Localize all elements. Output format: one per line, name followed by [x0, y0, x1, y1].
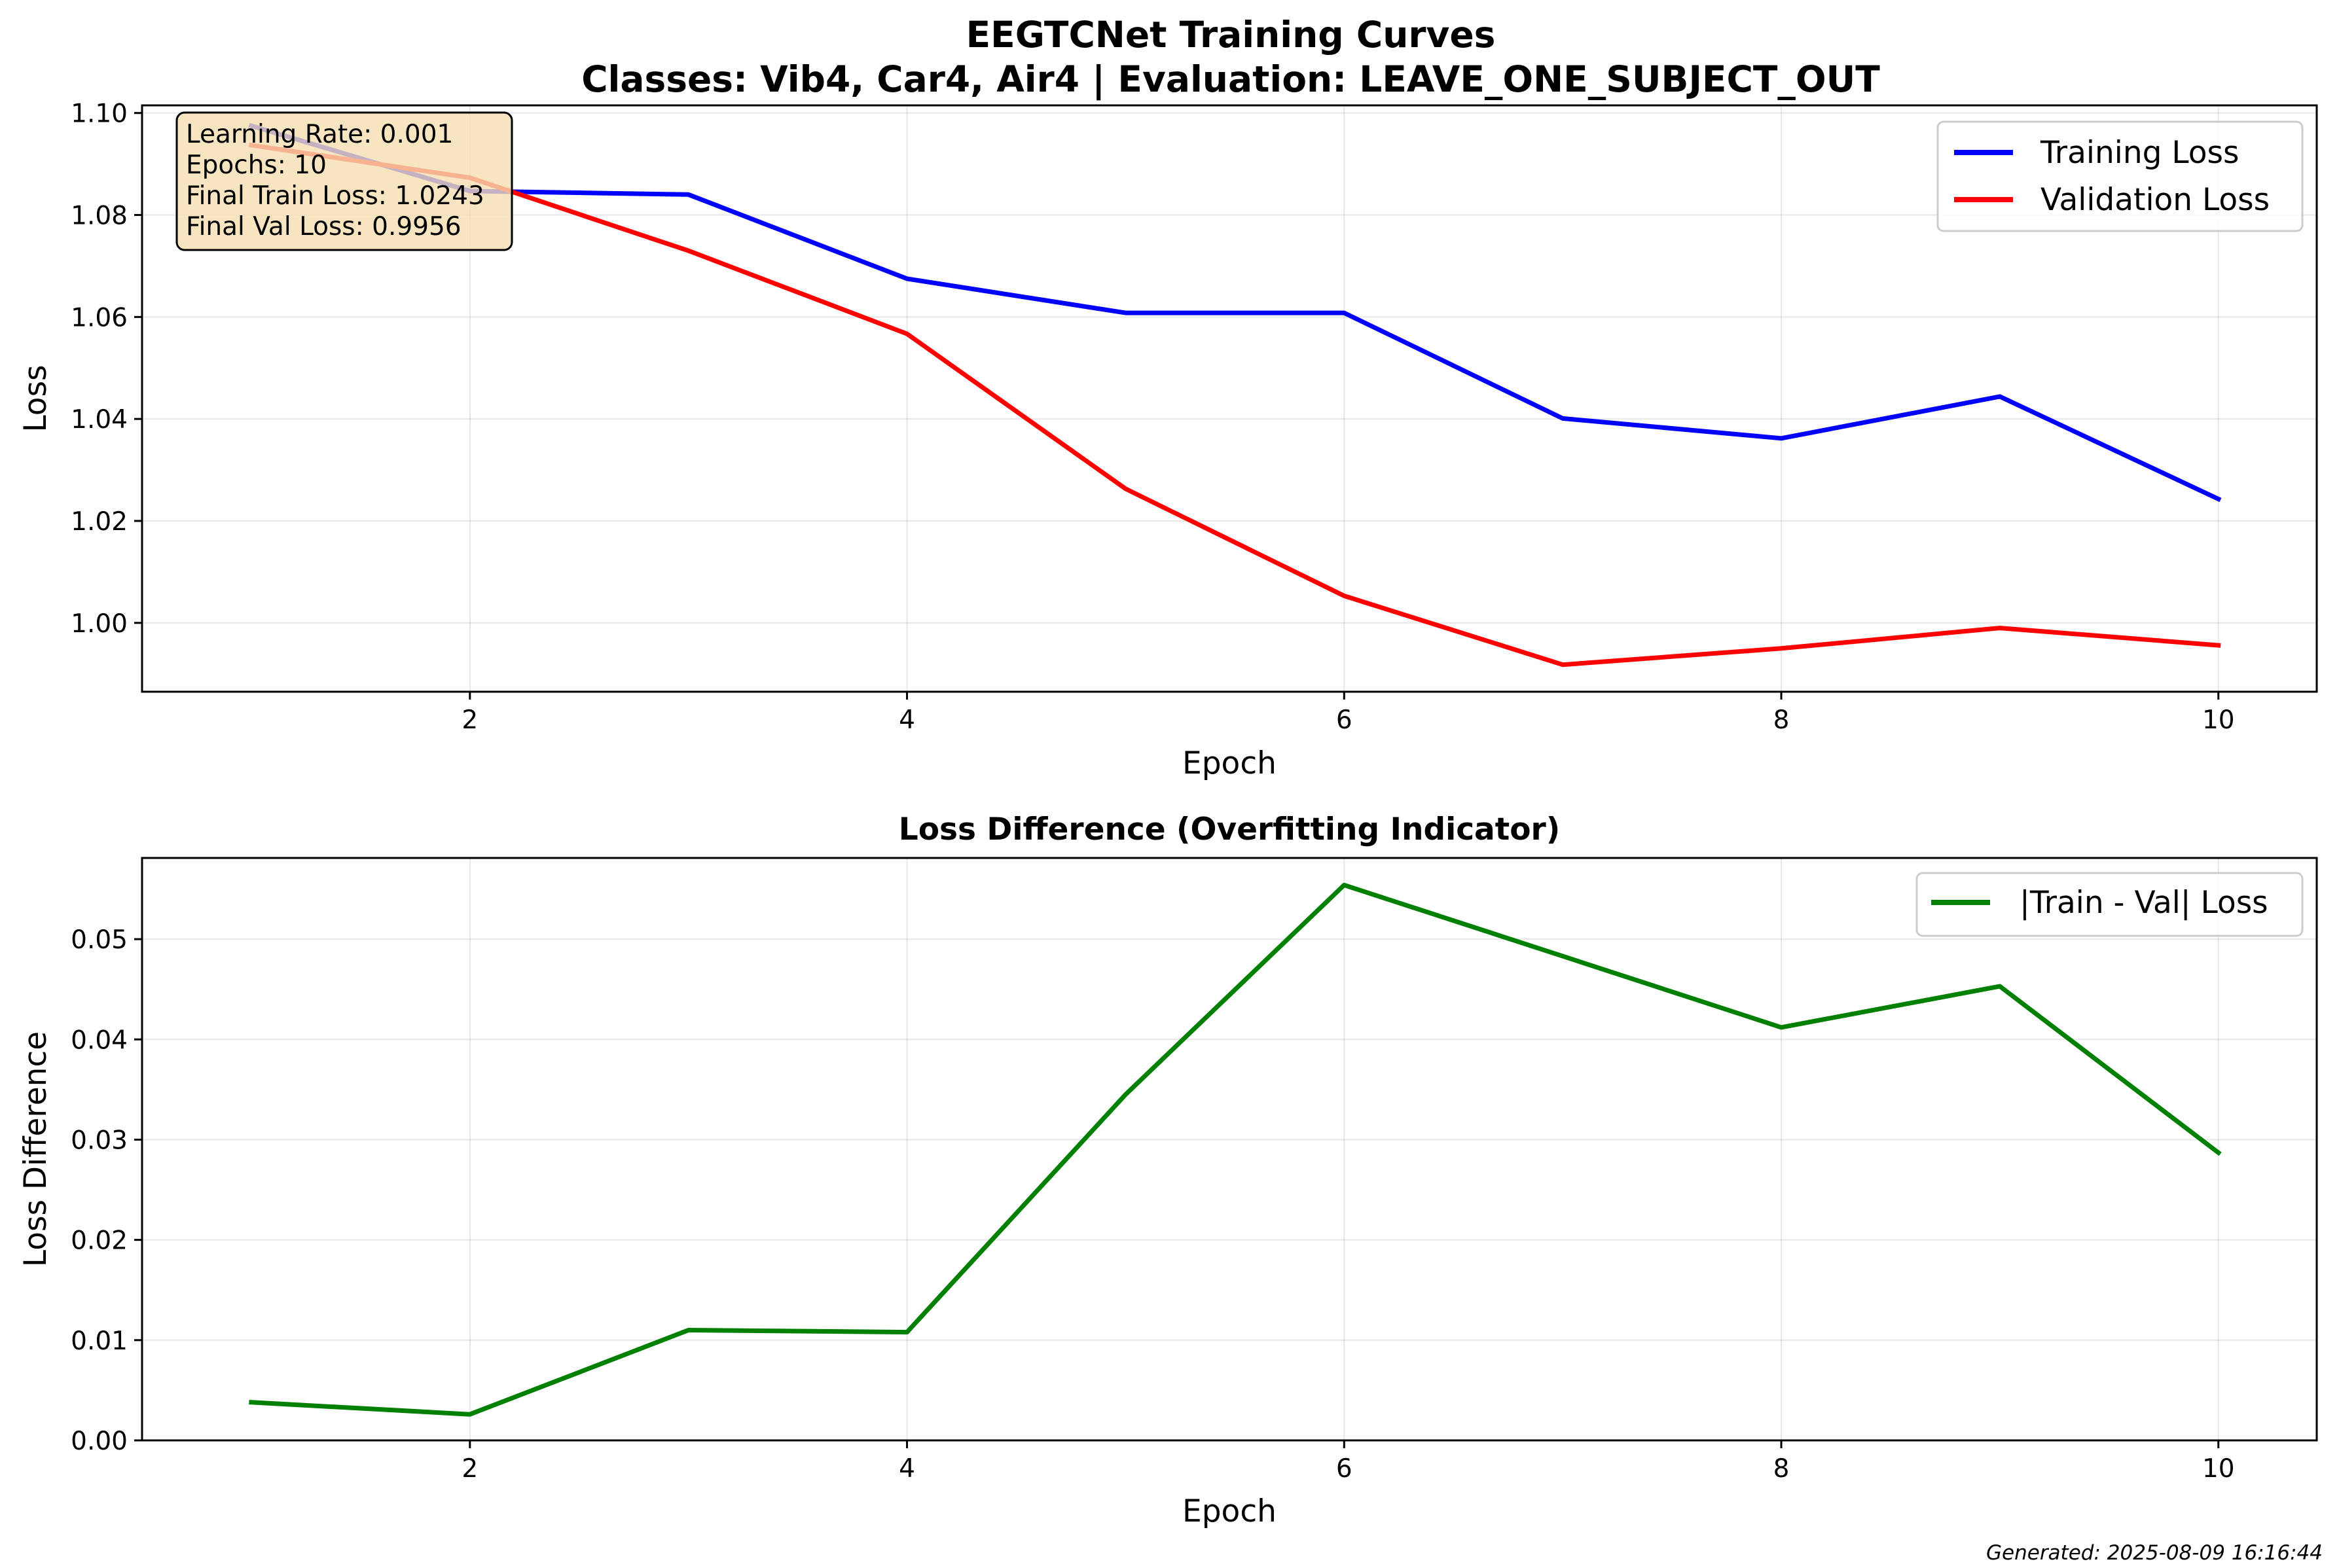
loss-chart-y-tick-label: 1.04 — [71, 405, 128, 435]
loss-chart-x-label: Epoch — [1182, 745, 1277, 781]
loss-chart-legend: Training Loss Validation Loss — [1936, 120, 2304, 232]
loss-difference-chart-y-tick-label: 0.03 — [71, 1126, 128, 1155]
loss-chart-y-tick-label: 1.10 — [71, 99, 128, 129]
legend-label-validation-loss: Validation Loss — [2040, 182, 2270, 218]
loss-difference-chart-x-tick-label: 4 — [899, 1454, 915, 1484]
annotation-final-val-loss: Final Val Loss: 0.9956 — [186, 212, 462, 241]
loss-chart-x-axis: 2 4 6 8 10 — [462, 692, 2235, 735]
loss-chart: 2 4 6 8 10 1.00 1.02 1.04 1.06 1.08 1.10 Epoch Lo… — [18, 99, 2318, 781]
loss-difference-chart-x-axis: 2 4 6 8 10 — [462, 1440, 2235, 1484]
loss-difference-chart-series — [249, 882, 2222, 1417]
hyperparameter-annotation: Learning Rate: 0.001 Epochs: 10 Final Tr… — [175, 111, 513, 251]
loss-difference-chart-x-tick-label: 8 — [1773, 1454, 1790, 1484]
figure-title: EEGTCNet Training Curves — [966, 14, 1496, 56]
loss-chart-x-tick-label: 2 — [462, 705, 478, 735]
loss-difference-chart-y-tick-label: 0.01 — [71, 1327, 128, 1356]
loss-difference-chart-x-tick-label: 2 — [462, 1454, 478, 1484]
legend-label-training-loss: Training Loss — [2040, 135, 2239, 171]
loss-chart-y-tick-label: 1.02 — [71, 507, 128, 537]
loss-difference-chart-x-label: Epoch — [1182, 1493, 1277, 1529]
loss-chart-y-tick-label: 1.00 — [71, 609, 128, 639]
loss-difference-chart-legend-box — [1915, 872, 2304, 937]
loss-chart-x-tick-label: 4 — [899, 705, 915, 735]
loss-chart-y-tick-label: 1.08 — [71, 202, 128, 231]
loss-difference-chart-x-tick-label: 10 — [2202, 1454, 2235, 1484]
series-line-validation-loss — [248, 142, 2221, 668]
loss-chart-x-tick-label: 8 — [1773, 705, 1790, 735]
loss-difference-chart-x-tick-label: 6 — [1336, 1454, 1352, 1484]
annotation-epochs: Epochs: 10 — [186, 151, 327, 180]
loss-difference-chart-frame — [141, 857, 2318, 1442]
loss-difference-chart: Loss Difference (Overfitting Indicator) … — [18, 811, 2318, 1529]
loss-chart-series — [248, 122, 2222, 668]
loss-chart-y-axis: 1.00 1.02 1.04 1.06 1.08 1.10 — [71, 99, 142, 639]
loss-chart-y-tick-label: 1.06 — [71, 303, 128, 332]
loss-difference-chart-title: Loss Difference (Overfitting Indicator) — [899, 811, 1560, 847]
loss-chart-x-tick-label: 6 — [1336, 705, 1352, 735]
legend-label-train-val-difference: |Train - Val| Loss — [2020, 885, 2268, 921]
loss-chart-y-label: Loss — [18, 365, 54, 432]
figure-subtitle: Classes: Vib4, Car4, Air4 | Evaluation: … — [581, 58, 1880, 101]
loss-difference-chart-y-axis: 0.00 0.01 0.02 0.03 0.04 0.05 — [71, 925, 142, 1456]
loss-chart-x-tick-label: 10 — [2202, 705, 2235, 735]
loss-chart-legend-box — [1936, 120, 2304, 232]
loss-difference-chart-legend: |Train - Val| Loss — [1915, 872, 2304, 937]
series-line-training-loss — [248, 122, 2222, 503]
annotation-final-train-loss: Final Train Loss: 1.0243 — [186, 181, 484, 211]
loss-difference-chart-y-tick-label: 0.05 — [71, 925, 128, 955]
loss-difference-chart-y-tick-label: 0.00 — [71, 1427, 128, 1456]
loss-difference-chart-y-label: Loss Difference — [18, 1031, 54, 1267]
generated-timestamp: Generated: 2025-08-09 16:16:44 — [1986, 1541, 2323, 1565]
annotation-box — [175, 111, 513, 251]
loss-chart-frame — [141, 104, 2318, 693]
loss-difference-chart-y-tick-label: 0.02 — [71, 1226, 128, 1256]
annotation-learning-rate: Learning Rate: 0.001 — [186, 120, 453, 149]
series-line-train-val-loss — [249, 882, 2222, 1417]
loss-difference-chart-y-tick-label: 0.04 — [71, 1025, 128, 1055]
